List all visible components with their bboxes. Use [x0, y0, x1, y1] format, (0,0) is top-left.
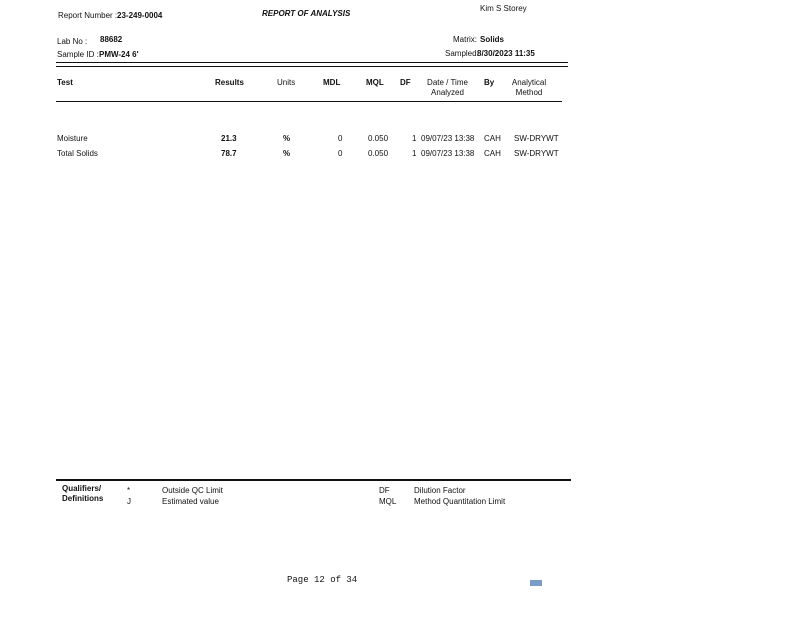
- qualifier-text: Outside QC Limit: [162, 486, 223, 495]
- cell-df: 1: [412, 149, 417, 158]
- cell-method: SW-DRYWT: [514, 134, 559, 143]
- matrix-label: Matrix:: [453, 35, 477, 44]
- qualifier-text: Method Quantitation Limit: [414, 497, 506, 506]
- cell-test: Moisture: [57, 134, 88, 143]
- column-header-rule: [56, 101, 562, 102]
- col-mql: MQL: [366, 78, 384, 87]
- page-number: Page 12 of 34: [287, 575, 358, 585]
- col-by: By: [484, 78, 495, 87]
- cell-units: %: [283, 134, 291, 143]
- footer-rule: [56, 479, 571, 481]
- report-number: 23-249-0004: [117, 11, 163, 20]
- qualifier-text: Dilution Factor: [414, 486, 466, 495]
- qualifier-code: DF: [379, 486, 390, 495]
- col-mdl: MDL: [323, 78, 341, 87]
- sampled-label: Sampled:: [445, 49, 479, 58]
- signer: Kim S Storey: [480, 4, 527, 13]
- lab-no-label: Lab No :: [57, 37, 88, 46]
- col-units: Units: [277, 78, 296, 87]
- qualifiers-label: Qualifiers/ Definitions: [62, 484, 104, 503]
- lab-no: 88682: [100, 35, 123, 44]
- qualifier-code: MQL: [379, 497, 397, 506]
- col-test: Test: [57, 78, 73, 87]
- qualifier-text: Estimated value: [162, 497, 219, 506]
- matrix: Solids: [480, 35, 505, 44]
- sampled-date: 8/30/2023 11:35: [477, 49, 535, 58]
- cell-mdl: 0: [338, 134, 343, 143]
- cell-mdl: 0: [338, 149, 343, 158]
- col-df: DF: [400, 78, 411, 87]
- col-method: Analytical Method: [511, 78, 547, 97]
- cell-df: 1: [412, 134, 417, 143]
- cell-date: 09/07/23 13:38: [421, 149, 475, 158]
- qualifier-code: J: [127, 497, 131, 506]
- cell-mql: 0.050: [368, 149, 389, 158]
- cell-result: 21.3: [221, 134, 237, 143]
- report-title: REPORT OF ANALYSIS: [262, 9, 351, 18]
- sample-id-label: Sample ID :: [57, 50, 99, 59]
- col-date-analyzed: Date / Time Analyzed: [427, 78, 468, 97]
- cell-by: CAH: [484, 149, 501, 158]
- cell-method: SW-DRYWT: [514, 149, 559, 158]
- cell-units: %: [283, 149, 291, 158]
- header-rule: [56, 62, 568, 63]
- qualifier-code: *: [127, 486, 131, 495]
- cell-mql: 0.050: [368, 134, 389, 143]
- cell-by: CAH: [484, 134, 501, 143]
- sample-id: PMW-24 6': [99, 50, 139, 59]
- header-rule: [56, 66, 568, 67]
- cell-result: 78.7: [221, 149, 237, 158]
- cell-date: 09/07/23 13:38: [421, 134, 475, 143]
- scan-mark: [530, 580, 542, 586]
- cell-test: Total Solids: [57, 149, 98, 158]
- col-results: Results: [215, 78, 244, 87]
- report-number-label: Report Number :: [58, 11, 118, 20]
